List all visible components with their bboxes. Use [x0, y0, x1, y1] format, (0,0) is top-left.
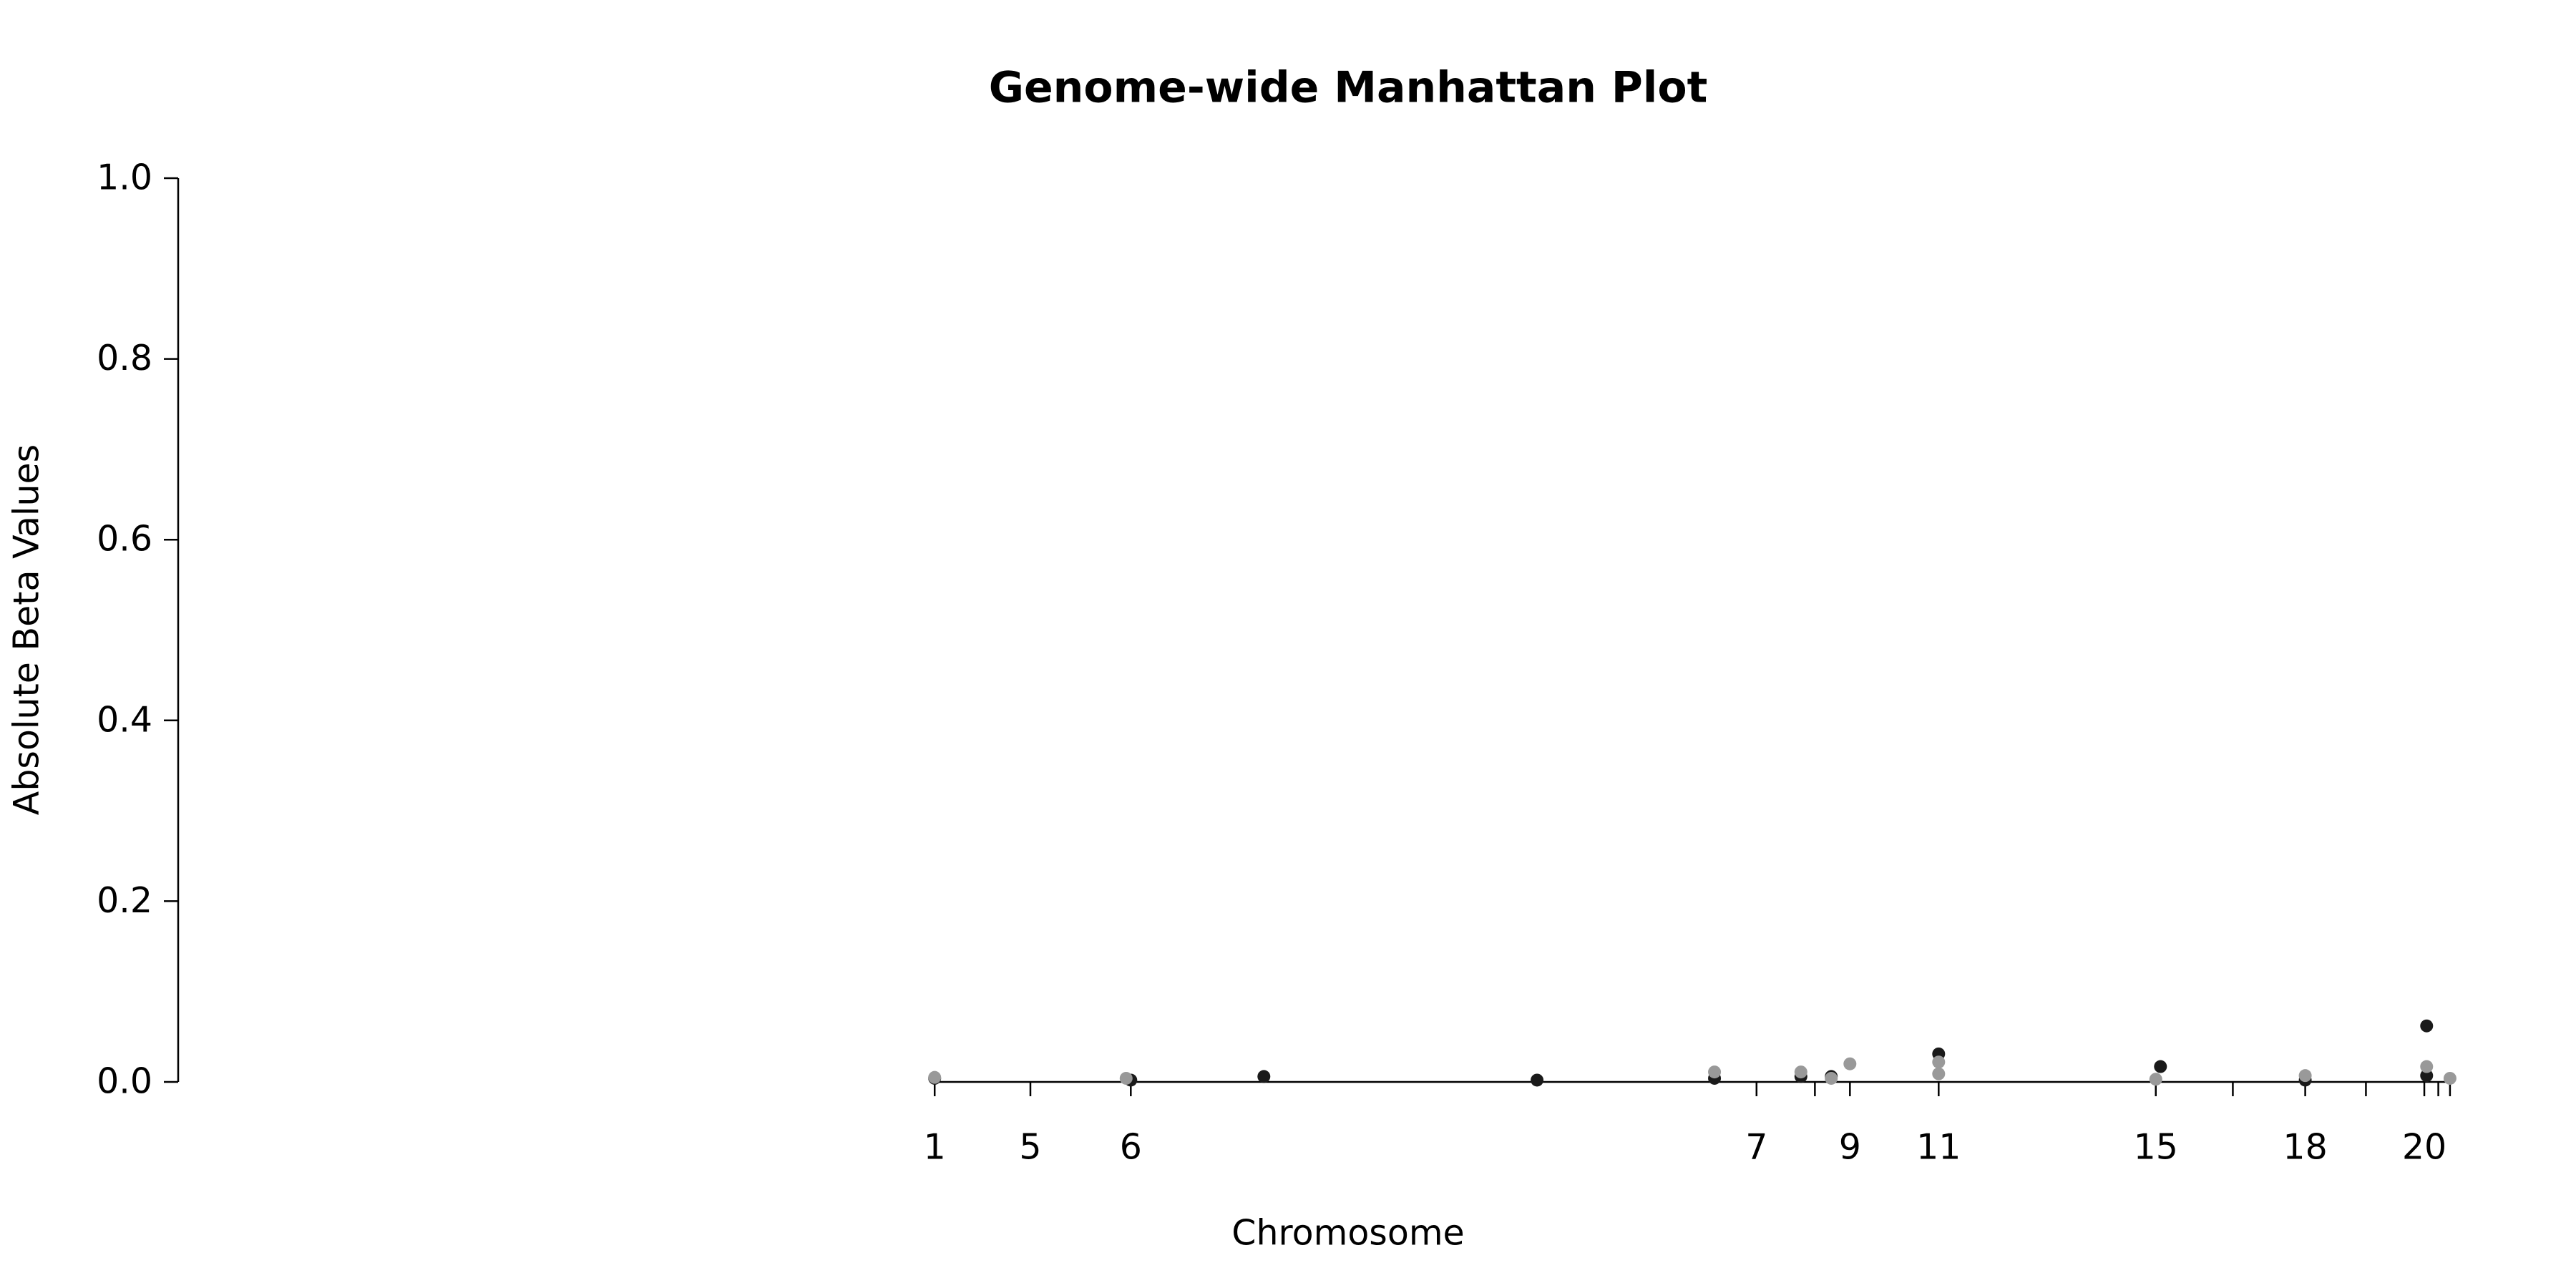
- point: [1257, 1070, 1271, 1083]
- point: [928, 1070, 942, 1084]
- y-tick-label: 0.8: [97, 338, 152, 379]
- x-tick-label: 7: [1745, 1127, 1767, 1168]
- x-axis-label: Chromosome: [1231, 1213, 1464, 1254]
- point: [2420, 1019, 2434, 1033]
- x-tick-label: 20: [2402, 1127, 2446, 1168]
- chart-title: Genome-wide Manhattan Plot: [989, 63, 1708, 113]
- point: [2149, 1073, 2162, 1086]
- x-tick-label: 11: [1916, 1127, 1961, 1168]
- x-tick-label: 18: [2283, 1127, 2327, 1168]
- point: [1119, 1071, 1133, 1085]
- point: [1843, 1057, 1857, 1070]
- x-tick-label: 6: [1120, 1127, 1142, 1168]
- y-axis-label: Absolute Beta Values: [6, 444, 47, 815]
- point: [1932, 1067, 1946, 1080]
- point: [1531, 1073, 1544, 1087]
- x-tick-label: 15: [2134, 1127, 2178, 1168]
- point: [1708, 1065, 1722, 1079]
- point: [2154, 1060, 2167, 1073]
- x-tick-label: 5: [1019, 1127, 1041, 1168]
- y-tick-label: 0.0: [97, 1061, 152, 1102]
- point: [1794, 1065, 1807, 1079]
- x-tick-label: 1: [924, 1127, 946, 1168]
- point: [2420, 1060, 2434, 1073]
- x-tick-label: 9: [1839, 1127, 1861, 1168]
- point: [2420, 1069, 2434, 1083]
- point: [2298, 1069, 2312, 1083]
- y-tick-label: 0.4: [97, 699, 152, 740]
- point: [1932, 1055, 1946, 1069]
- y-tick-label: 0.2: [97, 880, 152, 921]
- point: [1825, 1071, 1838, 1085]
- y-tick-label: 0.6: [97, 519, 152, 560]
- point: [2443, 1071, 2457, 1085]
- y-tick-label: 1.0: [97, 157, 152, 198]
